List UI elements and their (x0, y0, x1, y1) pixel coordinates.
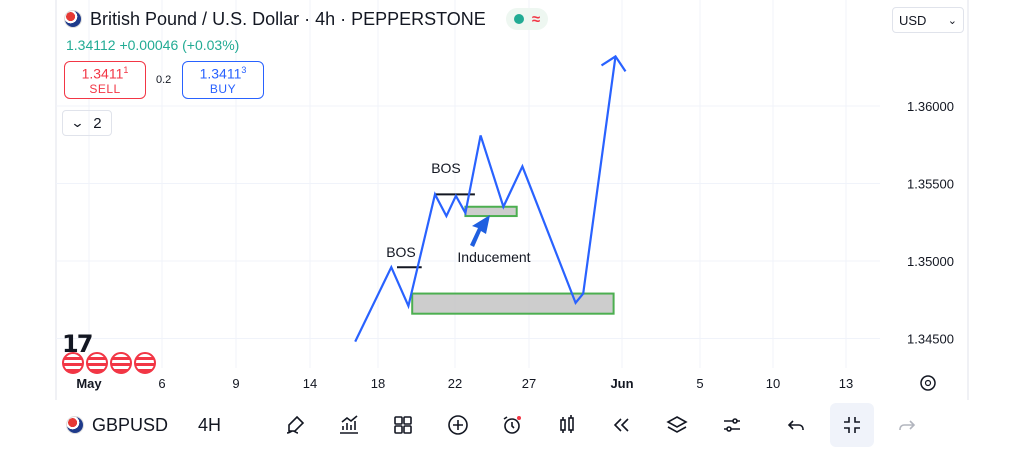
axis-settings-icon-inner (924, 379, 932, 387)
chevron-down-icon: ⌄ (947, 14, 957, 27)
x-tick-label: 10 (766, 376, 780, 391)
market-open-icon (513, 14, 524, 24)
inducement-pointer-icon (470, 215, 490, 247)
settings-button[interactable] (717, 410, 747, 440)
rewind-button[interactable] (606, 410, 636, 440)
y-tick-label: 1.35000 (907, 254, 954, 269)
demand-zone (411, 292, 615, 315)
y-tick-label: 1.35500 (907, 177, 954, 192)
collapse-view-button[interactable] (830, 403, 874, 447)
redo-button[interactable] (892, 410, 922, 440)
symbol-header: British Pound / U.S. Dollar · 4h · PEPPE… (64, 8, 549, 30)
layers-button[interactable] (662, 410, 692, 440)
y-tick-label: 1.34500 (907, 332, 954, 347)
sell-price-sup: 1 (123, 65, 129, 75)
x-tick-label: May (76, 376, 102, 391)
flag-stack-icon (62, 352, 156, 374)
logo-stack: 17 (62, 330, 156, 374)
redo-icon (899, 420, 916, 430)
settings-sliders-icon (724, 418, 740, 432)
gbpusd-flag-icon (64, 10, 82, 28)
x-tick-label: 14 (303, 376, 317, 391)
currency-value: USD (899, 12, 927, 28)
inducement-zone (464, 205, 518, 218)
indicators-icon (340, 415, 358, 434)
indicators-collapse-button[interactable]: ⌄ 2 (62, 110, 112, 136)
collapse-icon (844, 417, 860, 433)
y-tick-label: 1.36000 (907, 99, 954, 114)
x-tick-label: 6 (158, 376, 165, 391)
alarm-icon (503, 416, 521, 434)
indicators-button[interactable] (334, 410, 364, 440)
x-tick-label: 5 (696, 376, 703, 391)
projection-arrow-head (600, 54, 627, 73)
x-tick-label: 22 (448, 376, 462, 391)
x-tick-label: 27 (522, 376, 536, 391)
sell-button[interactable]: 1.34111 SELL (64, 61, 146, 99)
x-tick-label: 9 (232, 376, 239, 391)
timeframe-selector[interactable]: 4H (198, 414, 222, 435)
x-tick-label: 13 (839, 376, 853, 391)
alert-button[interactable] (497, 410, 527, 440)
symbol-title[interactable]: British Pound / U.S. Dollar · 4h · PEPPE… (90, 8, 486, 29)
buy-price-sup: 3 (241, 65, 247, 75)
undo-icon (787, 420, 804, 430)
bottom-toolbar: GBPUSD 4H (56, 400, 968, 450)
price-line (354, 56, 617, 343)
rewind-icon (613, 418, 629, 432)
buy-price: 1.3411 (199, 65, 242, 82)
gbpusd-flag-icon (66, 416, 84, 434)
bos-low-label: BOS (386, 244, 416, 260)
x-tick-label: 18 (371, 376, 385, 391)
replay-bars-icon (560, 415, 574, 433)
chevron-down-icon: ⌄ (70, 115, 85, 130)
plus-circle-icon (448, 415, 468, 435)
layout-button[interactable] (388, 410, 418, 440)
price-change: 1.34112 +0.00046 (+0.03%) (66, 37, 240, 53)
indicators-count: 2 (93, 114, 102, 132)
market-status-pill[interactable]: ≈ (505, 8, 549, 30)
axis-settings-icon (920, 375, 936, 391)
drawing-tool-button[interactable] (280, 410, 310, 440)
bar-replay-button[interactable] (552, 410, 582, 440)
undo-button[interactable] (781, 410, 811, 440)
add-button[interactable] (443, 410, 473, 440)
bos-high-label: BOS (431, 160, 461, 176)
buy-label: BUY (209, 81, 237, 96)
sell-price: 1.3411 (81, 65, 124, 82)
x-tick-label: Jun (610, 376, 633, 391)
buy-button[interactable]: 1.34113 BUY (182, 61, 264, 99)
inducement-label: Inducement (457, 249, 530, 265)
spread-value: 0.2 (156, 74, 172, 86)
sell-label: SELL (89, 81, 121, 96)
layout-icon (394, 416, 412, 434)
currency-select[interactable]: USD ⌄ (892, 7, 964, 33)
symbol-selector[interactable]: GBPUSD (66, 415, 168, 436)
pen-icon (286, 415, 305, 434)
layers-icon (666, 416, 688, 433)
symbol-label: GBPUSD (92, 414, 169, 435)
wave-icon: ≈ (531, 10, 541, 28)
